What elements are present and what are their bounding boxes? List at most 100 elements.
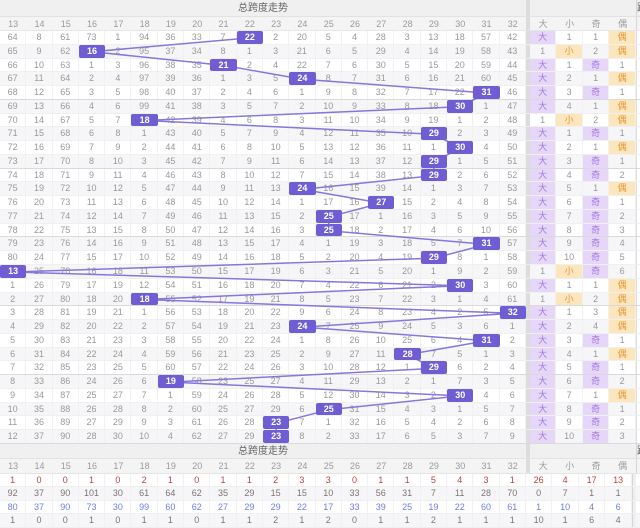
miss-count-cell: 13 — [79, 223, 106, 237]
miss-count-cell: 4 — [342, 31, 369, 44]
miss-count-cell: 2 — [473, 361, 500, 375]
miss-count-cell: 23 — [210, 375, 237, 388]
header-cell: 小 — [565, 460, 575, 471]
attribute-cell: 小 — [556, 265, 583, 278]
next-section-sliver — [635, 168, 640, 182]
miss-count-cell: 8 — [105, 127, 132, 141]
extra-section-title-area — [530, 0, 636, 16]
miss-count-cell: 47 — [500, 99, 526, 113]
miss-count-cell: 2 — [447, 416, 474, 430]
miss-count-cell: 10 — [316, 99, 342, 113]
footer-column-header-row: 13 14 15 16 17 18 19 20 21 22 23 24 25 26 27 28 29 30 31 32… — [0, 458, 640, 474]
miss-count-cell: 70 — [53, 154, 79, 168]
miss-count-cell: 33 — [26, 375, 53, 388]
attribute-cell: 3 — [583, 306, 610, 320]
attribute-cell: 偶 — [609, 113, 636, 127]
trend-rows-area: 64 8 61 73 1 94 36 33 7 22 2 20 5 4 28 3 13 18 57 42 大 1 1 偶 65 9… — [0, 31, 640, 444]
miss-count-cell: 53 — [184, 306, 211, 320]
miss-count-cell: 14 — [342, 168, 369, 182]
miss-count-cell: 8 — [289, 292, 316, 306]
miss-count-cell: 38 — [368, 168, 395, 182]
miss-count-cell: 8 — [289, 430, 316, 443]
hit-cell: 21 — [210, 58, 237, 72]
header-cell: 小 — [565, 19, 575, 29]
stat-cell: 17 — [316, 500, 342, 514]
miss-count-cell: 12 — [368, 361, 395, 375]
miss-count-cell: 52 — [158, 251, 185, 265]
miss-count-cell: 14 — [26, 113, 53, 127]
miss-count-cell: 25 — [210, 402, 237, 416]
miss-count-cell: 75 — [0, 182, 27, 196]
miss-count-cell: 31 — [368, 72, 395, 86]
miss-count-cell: 15 — [26, 127, 53, 141]
miss-count-cell: 4 — [289, 127, 316, 141]
miss-count-cell: 30 — [105, 430, 132, 443]
attribute-cell: 2 — [583, 44, 610, 58]
miss-count-cell: 15 — [342, 182, 369, 196]
miss-count-cell: 1 — [394, 361, 421, 375]
miss-count-cell: 17 — [316, 196, 342, 209]
table-row: 68 12 65 3 5 98 40 37 2 4 6 1 9 8 32 7 17 22 31 46 大 3 奇 1 — [0, 86, 640, 100]
stat-cell: 4 — [579, 500, 606, 514]
miss-count-cell: 71 — [0, 127, 27, 141]
miss-count-cell: 1 — [447, 154, 474, 168]
miss-count-cell: 16 — [421, 72, 448, 86]
miss-count-cell: 12 — [394, 154, 421, 168]
miss-count-cell: 26 — [342, 333, 369, 347]
miss-count-cell: 14 — [79, 237, 106, 251]
stat-cell: 10 — [526, 514, 553, 527]
miss-count-cell: 10 — [105, 154, 132, 168]
miss-count-cell: 2 — [289, 347, 316, 361]
table-row: 67 11 64 2 4 97 39 36 1 3 5 24 8 7 31 6 16 21 60 45 大 2 1 偶 — [0, 72, 640, 87]
miss-count-cell: 15 — [316, 168, 342, 182]
miss-count-cell: 1 — [316, 416, 342, 430]
miss-count-cell: 30 — [342, 388, 369, 402]
attribute-cell: 偶 — [609, 72, 636, 86]
miss-count-cell: 27 — [210, 430, 237, 443]
miss-count-cell: 36 — [368, 141, 395, 154]
miss-count-cell: 3 — [131, 333, 158, 347]
hit-cell: 16 — [78, 44, 106, 58]
miss-count-cell: 49 — [184, 251, 211, 265]
stat-cell: 2 — [421, 514, 448, 527]
miss-count-cell: 51 — [500, 154, 526, 168]
miss-count-cell: 30 — [26, 333, 53, 347]
miss-count-cell: 6 — [316, 44, 342, 58]
miss-count-cell: 29 — [368, 44, 395, 58]
attribute-cell: 1 — [609, 58, 636, 72]
table-row: 13 25 78 16 18 11 53 50 15 17 19 6 3 21 5 20 1 9 2 59 1 小奇 6 — [0, 265, 640, 279]
miss-count-cell: 10 — [368, 333, 395, 347]
next-section-sliver — [635, 306, 640, 320]
miss-count-cell: 56 — [184, 347, 211, 361]
miss-count-cell: 29 — [263, 402, 290, 416]
table-row: 65 9 62 16 2 95 37 34 8 1 3 21 6 5 29 4 14 19 58 43 1 小 2 偶 — [0, 44, 640, 59]
attribute-cell: 偶 — [609, 306, 636, 320]
miss-count-cell: 12 — [342, 141, 369, 154]
miss-count-cell: 6 — [210, 141, 237, 154]
miss-count-cell: 5 — [473, 154, 500, 168]
stat-cell: 26 — [526, 473, 553, 487]
stat-cell: 56 — [368, 487, 395, 500]
attribute-cell: 偶 — [609, 347, 636, 361]
miss-count-cell: 8 — [473, 196, 500, 209]
miss-count-cell: 1 — [131, 306, 158, 320]
miss-count-cell: 69 — [0, 99, 27, 113]
miss-count-cell: 4 — [421, 306, 448, 320]
header-cell: 18 — [139, 19, 150, 29]
miss-count-cell: 49 — [158, 209, 185, 223]
stat-cell: 61 — [131, 487, 158, 500]
stat-cell: 37 — [26, 487, 53, 500]
miss-count-cell: 8 — [79, 154, 106, 168]
miss-count-cell: 78 — [53, 265, 79, 278]
miss-count-cell: 89 — [53, 416, 79, 430]
section-divider — [525, 416, 530, 430]
section-divider — [525, 58, 530, 72]
miss-count-cell: 43 — [158, 127, 185, 141]
miss-count-cell: 58 — [500, 251, 526, 265]
attribute-cell: 1 — [609, 86, 636, 99]
miss-count-cell: 34 — [368, 113, 395, 127]
section-divider — [525, 44, 530, 58]
miss-count-cell: 4 — [447, 196, 474, 209]
miss-count-cell: 66 — [0, 58, 27, 72]
miss-count-cell: 1 — [368, 209, 395, 223]
